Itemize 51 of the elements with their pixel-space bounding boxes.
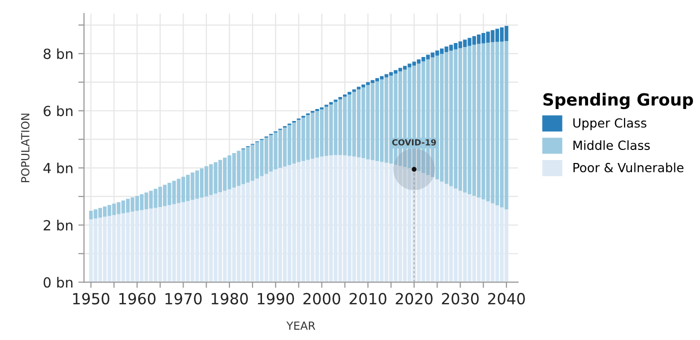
x-tick-label: 1960	[119, 292, 156, 304]
bar	[121, 200, 126, 214]
bar	[181, 176, 186, 202]
bar	[121, 213, 126, 282]
bar	[398, 68, 402, 72]
bar	[348, 92, 352, 94]
x-tick-label: 2020	[396, 292, 433, 304]
bar	[278, 168, 282, 282]
y-tick-label: 6 bn	[44, 105, 72, 116]
x-tick-label: 1990	[258, 292, 294, 304]
x-tick-label: 1980	[212, 292, 248, 304]
bar	[338, 99, 342, 156]
bar	[476, 44, 481, 198]
bar	[102, 206, 107, 217]
annotation: COVID-19	[392, 139, 436, 146]
x-tick-label: 2040	[488, 292, 525, 304]
bar	[181, 202, 186, 282]
bar	[260, 140, 264, 176]
y-tick-label: 0 bn	[44, 276, 72, 288]
x-tick-label: 2030	[442, 292, 479, 304]
x-tick-label: 2000	[303, 292, 340, 304]
y-tick-label: 8 bn	[44, 48, 72, 60]
bar	[320, 109, 324, 156]
legend-title: Spending Group	[543, 92, 694, 110]
bar	[320, 156, 324, 282]
x-tick-label: 1950	[73, 292, 110, 304]
bar	[495, 28, 500, 42]
bar	[200, 198, 204, 282]
bar	[495, 42, 500, 206]
bar	[343, 94, 347, 97]
legend-label: Poor & Vulnerable	[573, 162, 684, 172]
bar	[416, 171, 421, 282]
bar	[102, 216, 107, 282]
legend-label: Middle Class	[573, 140, 650, 150]
y-axis-title: POPULATION	[21, 114, 30, 182]
y-tick-label: 4 bn	[43, 162, 72, 174]
bar	[476, 34, 481, 44]
bar	[398, 166, 402, 282]
x-tick-label: 2010	[350, 292, 386, 304]
bar	[476, 198, 481, 282]
bar	[278, 130, 282, 168]
bar	[338, 155, 342, 282]
bar	[352, 89, 356, 92]
y-tick-label: 2 bn	[44, 220, 72, 231]
bar	[260, 176, 264, 282]
bar	[495, 205, 500, 282]
x-tick-label: 1970	[166, 292, 202, 304]
x-axis-title: YEAR	[286, 322, 316, 330]
bar	[356, 86, 361, 90]
legend-label: Upper Class	[573, 118, 646, 130]
bar	[200, 168, 204, 198]
